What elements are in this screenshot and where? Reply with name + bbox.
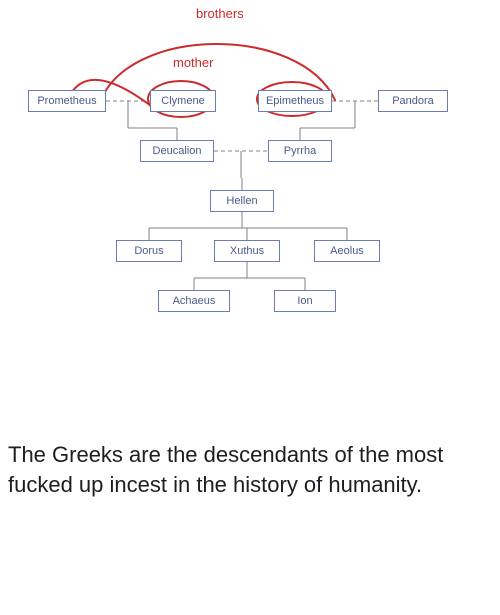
node-pyrrha: Pyrrha: [268, 140, 332, 162]
node-clymene: Clymene: [150, 90, 216, 112]
node-epimetheus: Epimetheus: [258, 90, 332, 112]
annotation-mother: mother: [173, 55, 213, 70]
node-pandora: Pandora: [378, 90, 448, 112]
node-dorus: Dorus: [116, 240, 182, 262]
connector-layer: [0, 0, 500, 340]
node-achaeus: Achaeus: [158, 290, 230, 312]
node-hellen: Hellen: [210, 190, 274, 212]
node-aeolus: Aeolus: [314, 240, 380, 262]
node-ion: Ion: [274, 290, 336, 312]
family-tree-diagram: Prometheus Clymene Epimetheus Pandora Deucal…: [0, 0, 500, 340]
annotation-brothers: brothers: [196, 6, 244, 21]
node-deucalion: Deucalion: [140, 140, 214, 162]
node-prometheus: Prometheus: [28, 90, 106, 112]
node-xuthus: Xuthus: [214, 240, 280, 262]
caption-text: The Greeks are the descendants of the mo…: [8, 440, 492, 499]
